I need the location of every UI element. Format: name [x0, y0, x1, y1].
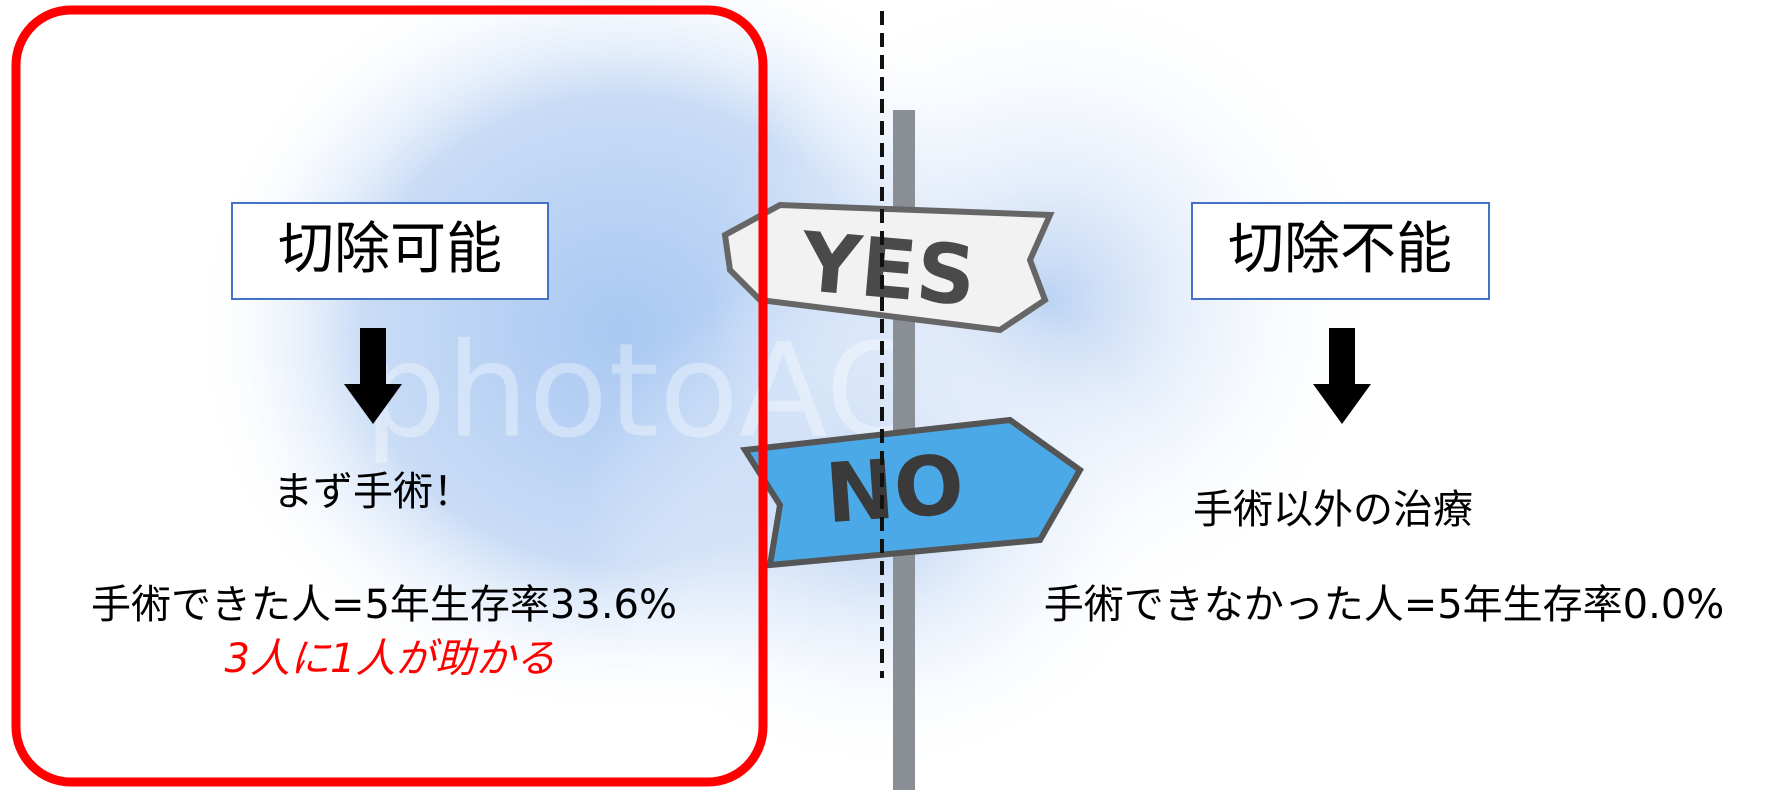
left-title: 切除可能 — [278, 217, 502, 282]
highlight-box — [11, 5, 768, 787]
sign-yes: YES — [796, 215, 979, 325]
right-title: 切除不能 — [1228, 217, 1452, 282]
signpost: YES NO — [721, 110, 1084, 790]
arrow — [1313, 328, 1371, 424]
left-result: 手術できた人=5年生存率33.6% — [91, 582, 677, 628]
title-box — [1191, 202, 1490, 300]
right-step: 手術以外の治療 — [1193, 487, 1473, 533]
right-result: 手術できなかった人=5年生存率0.0% — [1044, 582, 1725, 628]
background — [190, 0, 1390, 780]
title-box — [231, 202, 549, 300]
left-note: 3人に1人が助かる — [225, 636, 556, 682]
left-step: まず手術！ — [273, 469, 473, 515]
arrow — [344, 328, 402, 424]
sign-no: NO — [822, 438, 967, 542]
